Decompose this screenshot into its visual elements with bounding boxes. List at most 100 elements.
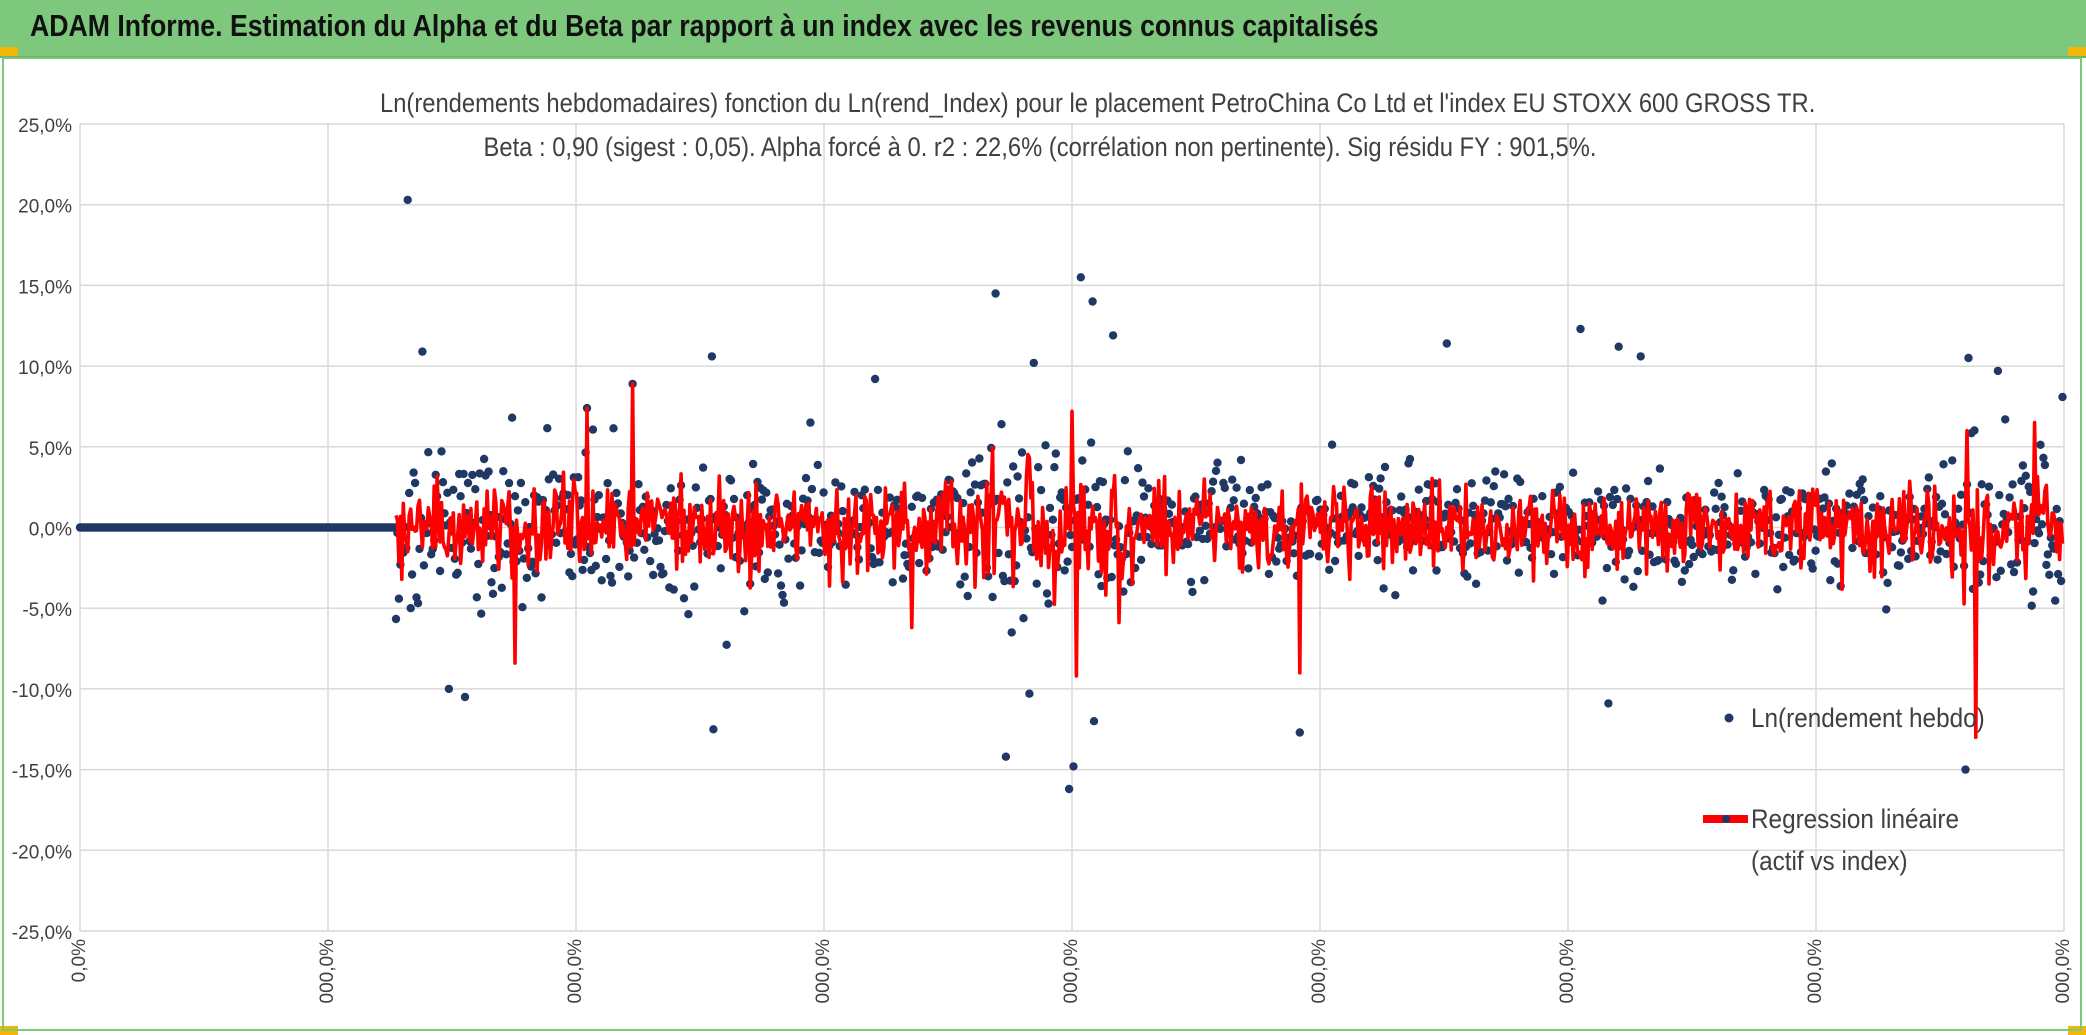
scatter-point bbox=[479, 454, 489, 464]
scatter-point bbox=[1521, 537, 1531, 547]
scatter-point bbox=[1060, 566, 1069, 575]
scatter-point bbox=[1350, 480, 1359, 489]
scatter-point bbox=[1108, 331, 1118, 340]
scatter-point bbox=[1167, 500, 1177, 509]
scatter-point bbox=[1491, 467, 1500, 476]
scatter-point bbox=[1467, 479, 1476, 488]
scatter-point bbox=[1229, 496, 1238, 505]
scatter-point bbox=[1013, 472, 1022, 481]
scatter-point bbox=[984, 572, 993, 581]
scatter-point bbox=[591, 561, 600, 570]
scatter-point bbox=[449, 485, 458, 494]
scatter-point bbox=[1751, 569, 1760, 579]
scatter-point bbox=[1576, 324, 1585, 334]
y-tick-label: -5,0% bbox=[22, 600, 72, 621]
scatter-point bbox=[409, 468, 418, 477]
scatter-point bbox=[2053, 569, 2063, 579]
scatter-point bbox=[813, 460, 822, 470]
scatter-point bbox=[574, 473, 583, 482]
scatter-point bbox=[1826, 576, 1835, 585]
scatter-point bbox=[1811, 546, 1820, 555]
scatter-point bbox=[2021, 471, 2031, 480]
scatter-point bbox=[875, 558, 884, 567]
x-tick-label: 000,0% bbox=[1061, 939, 1082, 1004]
y-tick-label: 0,0% bbox=[29, 520, 72, 541]
scatter-point bbox=[1698, 550, 1707, 559]
y-tick-label: 10,0% bbox=[18, 358, 72, 379]
scatter-point bbox=[1092, 502, 1102, 512]
scatter-point bbox=[807, 484, 817, 494]
scatter-point bbox=[2012, 558, 2022, 567]
scatter-point bbox=[2036, 440, 2045, 449]
scatter-point bbox=[1272, 557, 1281, 566]
scatter-point bbox=[662, 500, 671, 510]
scatter-point bbox=[1924, 473, 1934, 482]
scatter-point bbox=[1050, 463, 1059, 472]
scatter-point bbox=[684, 610, 693, 619]
scatter-point bbox=[1598, 596, 1607, 605]
scatter-point bbox=[1939, 460, 1948, 469]
scatter-point bbox=[1993, 366, 2003, 376]
scatter-point bbox=[1882, 605, 1891, 614]
scatter-point bbox=[554, 474, 564, 483]
scatter-point bbox=[1984, 482, 1994, 491]
scatter-point bbox=[709, 725, 718, 734]
scatter-point bbox=[1605, 492, 1615, 502]
scatter-point bbox=[1244, 564, 1253, 573]
scatter-point bbox=[1504, 494, 1513, 503]
scatter-point bbox=[1236, 455, 1246, 465]
scatter-point bbox=[1089, 717, 1099, 726]
scatter-point bbox=[1263, 480, 1272, 489]
scatter-point bbox=[963, 591, 972, 601]
scatter-point bbox=[698, 463, 708, 472]
scatter-point bbox=[1777, 494, 1787, 504]
scatter-point bbox=[1063, 557, 1072, 566]
scatter-point bbox=[956, 580, 965, 589]
scatter-point bbox=[1992, 573, 2001, 582]
scatter-point bbox=[1729, 566, 1738, 575]
scatter-point bbox=[474, 559, 483, 569]
scatter-point bbox=[2028, 587, 2038, 596]
scatter-point bbox=[870, 374, 880, 384]
scatter-point bbox=[1736, 506, 1745, 515]
scatter-point bbox=[1405, 454, 1415, 464]
scatter-point bbox=[1327, 440, 1337, 449]
scatter-point bbox=[424, 448, 433, 457]
scatter-point bbox=[838, 506, 847, 516]
regression-line bbox=[394, 382, 2065, 740]
scatter-point bbox=[504, 478, 514, 488]
scatter-point bbox=[1904, 554, 1913, 564]
scatter-point bbox=[1820, 493, 1829, 502]
scatter-point bbox=[1133, 464, 1143, 473]
scatter-point bbox=[487, 578, 496, 587]
scatter-point bbox=[1502, 556, 1512, 565]
scatter-point bbox=[1408, 566, 1418, 575]
scatter-point bbox=[1857, 486, 1866, 495]
scatter-point bbox=[1848, 543, 1857, 553]
scatter-point bbox=[1354, 551, 1363, 561]
scatter-point bbox=[1213, 458, 1222, 467]
scatter-point bbox=[394, 594, 404, 603]
scatter-point bbox=[1786, 488, 1795, 497]
scatter-point bbox=[1376, 474, 1385, 483]
scatter-point bbox=[1489, 482, 1499, 491]
scatter-point bbox=[1593, 487, 1603, 496]
scatter-point bbox=[453, 568, 462, 577]
scatter-point bbox=[1671, 559, 1681, 568]
scatter-point bbox=[2058, 392, 2067, 402]
scatter-point bbox=[1097, 581, 1106, 591]
scatter-point bbox=[1098, 477, 1108, 487]
scatter-point bbox=[1066, 530, 1075, 540]
scatter-point bbox=[776, 581, 786, 590]
scatter-point bbox=[566, 549, 576, 559]
corner-marker bbox=[2068, 47, 2086, 56]
scatter-point bbox=[806, 418, 815, 427]
scatter-point bbox=[1970, 426, 1979, 435]
scatter-point bbox=[2051, 596, 2060, 605]
scatter-point bbox=[1514, 568, 1524, 577]
scatter-point bbox=[1186, 577, 1196, 587]
scatter-point bbox=[2040, 460, 2050, 470]
scatter-point bbox=[726, 476, 736, 485]
scatter-point bbox=[1655, 464, 1665, 473]
scatter-point bbox=[779, 598, 789, 607]
